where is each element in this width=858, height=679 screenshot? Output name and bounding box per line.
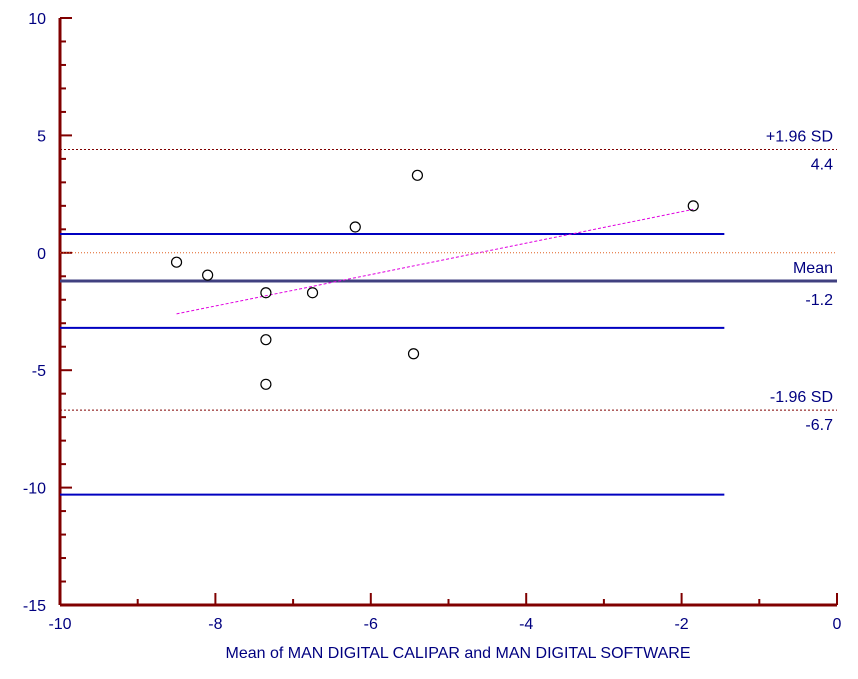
- mean-label: Mean: [793, 260, 833, 277]
- y-tick-label: 10: [28, 11, 46, 28]
- data-point: [407, 348, 420, 360]
- data-point: [687, 200, 699, 212]
- x-tick-label: -10: [48, 616, 71, 633]
- regression-line: [176, 208, 694, 315]
- upper-sd-label: +1.96 SD: [766, 128, 833, 145]
- upper-sd-value: 4.4: [811, 156, 833, 173]
- x-axis-title: Mean of MAN DIGITAL CALIPAR and MAN DIGI…: [225, 645, 691, 662]
- y-tick-label: -5: [32, 363, 46, 380]
- data-point: [411, 169, 424, 181]
- y-tick-label: 0: [37, 246, 46, 263]
- lower-sd-label: -1.96 SD: [770, 389, 833, 406]
- y-tick-label: 5: [37, 128, 46, 145]
- data-point: [349, 221, 361, 233]
- y-tick-label: -10: [23, 481, 46, 498]
- data-point: [202, 269, 214, 281]
- x-tick-label: -2: [674, 616, 688, 633]
- x-tick-label: -8: [208, 616, 222, 633]
- x-tick-label: -4: [519, 616, 533, 633]
- lower-sd-value: -6.7: [805, 417, 833, 434]
- data-point: [260, 378, 272, 390]
- data-point: [306, 287, 319, 299]
- x-tick-label: -6: [364, 616, 378, 633]
- mean-value: -1.2: [805, 292, 833, 309]
- y-tick-label: -15: [23, 598, 46, 615]
- data-point: [170, 256, 183, 268]
- data-point: [260, 334, 272, 346]
- x-tick-label: 0: [833, 616, 842, 633]
- data-point: [260, 287, 272, 299]
